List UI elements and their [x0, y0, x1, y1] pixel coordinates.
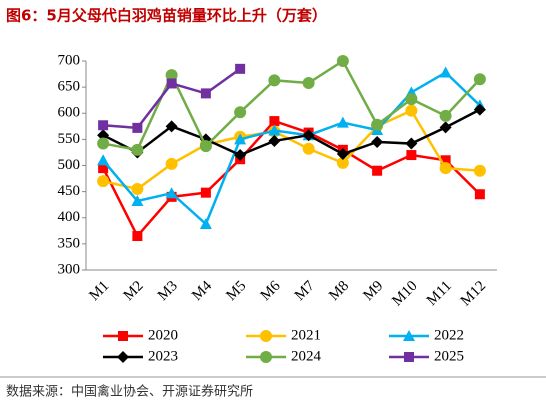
marker — [269, 116, 280, 127]
marker — [268, 134, 281, 147]
marker — [235, 63, 246, 74]
legend-marker — [260, 330, 272, 342]
legend-marker — [403, 330, 415, 341]
marker — [268, 74, 281, 87]
series-line — [102, 108, 481, 157]
marker — [405, 137, 418, 150]
marker — [97, 129, 110, 142]
y-tick-label: 400 — [58, 209, 81, 225]
marker — [439, 162, 452, 175]
marker — [131, 195, 144, 207]
x-tick-label: M12 — [458, 278, 489, 309]
legend-marker — [117, 351, 129, 363]
marker — [336, 116, 349, 128]
marker — [97, 175, 110, 188]
marker — [473, 73, 486, 86]
x-tick-label: M9 — [360, 278, 386, 304]
marker — [234, 133, 247, 145]
marker — [200, 187, 211, 198]
x-tick-label: M4 — [189, 278, 215, 304]
marker — [372, 165, 383, 176]
marker — [474, 189, 485, 200]
marker — [439, 66, 452, 78]
y-tick-label: 450 — [58, 183, 81, 199]
x-tick-label: M2 — [121, 278, 147, 304]
marker — [97, 154, 110, 166]
y-tick-label: 550 — [58, 131, 81, 147]
series-line — [102, 70, 481, 227]
marker — [371, 135, 384, 148]
legend-marker — [260, 351, 272, 363]
marker — [473, 164, 486, 177]
marker — [268, 124, 281, 136]
y-tick-label: 300 — [58, 261, 81, 277]
series-line — [102, 109, 480, 191]
marker — [98, 120, 109, 131]
marker — [165, 69, 178, 82]
marker — [165, 157, 178, 170]
marker — [132, 122, 143, 133]
chart-title: 图6：5月父母代白羽鸡苗销量环比上升（万套） — [6, 7, 327, 25]
marker — [199, 218, 212, 230]
series-line — [102, 119, 481, 239]
marker — [302, 142, 315, 155]
legend-label: 2020 — [148, 327, 178, 343]
marker — [473, 103, 486, 116]
legend-label: 2022 — [434, 327, 464, 343]
series-line — [102, 59, 481, 152]
y-tick-label: 600 — [58, 105, 81, 121]
legend-label: 2021 — [291, 327, 321, 343]
legend-marker — [118, 331, 128, 341]
marker — [371, 118, 384, 131]
legend-marker — [404, 352, 414, 362]
marker — [440, 155, 451, 166]
x-tick-label: M5 — [223, 278, 249, 304]
marker — [165, 187, 178, 199]
legend-label: 2025 — [434, 348, 464, 364]
marker — [234, 106, 247, 119]
marker — [405, 93, 418, 106]
marker — [234, 149, 247, 162]
marker — [406, 150, 417, 161]
marker — [439, 121, 452, 134]
marker — [336, 156, 349, 169]
marker — [302, 129, 315, 142]
x-tick-label: M10 — [389, 278, 420, 309]
marker — [199, 140, 212, 153]
marker — [302, 76, 315, 89]
marker — [97, 137, 110, 150]
marker — [200, 88, 211, 99]
marker — [165, 120, 178, 133]
marker — [132, 231, 143, 242]
marker — [336, 148, 349, 161]
y-tick-label: 500 — [58, 157, 81, 173]
marker — [98, 163, 109, 174]
marker — [166, 78, 177, 89]
marker — [405, 104, 418, 117]
y-tick-label: 650 — [58, 79, 81, 95]
marker — [336, 55, 349, 67]
legend-label: 2024 — [291, 348, 322, 364]
marker — [131, 143, 144, 156]
y-tick-label: 350 — [58, 235, 81, 251]
x-tick-label: M7 — [292, 278, 318, 304]
marker — [131, 183, 144, 196]
x-tick-label: M8 — [326, 278, 352, 304]
y-tick-label: 700 — [58, 52, 81, 68]
legend-label: 2023 — [148, 348, 178, 364]
x-tick-label: M3 — [155, 278, 181, 304]
marker — [439, 109, 452, 122]
x-tick-label: M11 — [424, 278, 455, 309]
x-tick-label: M1 — [86, 278, 112, 304]
source: 数据来源：中国禽业协会、开源证券研究所 — [6, 384, 253, 400]
x-tick-label: M6 — [258, 278, 284, 304]
